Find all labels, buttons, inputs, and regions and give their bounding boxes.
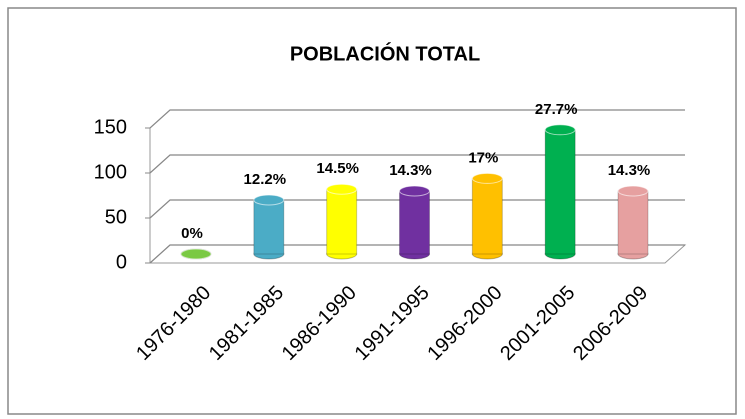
- data-label: 12.2%: [244, 171, 287, 188]
- bar: [253, 199, 285, 255]
- grid-line: [149, 199, 685, 219]
- chart-title: POBLACIÓN TOTAL: [290, 41, 480, 65]
- bar: [471, 177, 503, 255]
- grid-line: [149, 244, 685, 264]
- bar: [326, 188, 358, 255]
- bar-top: [617, 185, 649, 197]
- grid-line: [149, 109, 685, 129]
- bar-top: [544, 124, 576, 136]
- bar-top: [326, 183, 358, 195]
- y-tick-label: 100: [94, 161, 127, 183]
- data-label: 14.3%: [608, 162, 651, 179]
- data-label: 27.7%: [535, 101, 578, 118]
- data-label: 17%: [468, 149, 498, 166]
- chart-frame: [7, 7, 737, 415]
- bar-top: [399, 185, 430, 197]
- bar: [544, 129, 576, 255]
- bar: [399, 190, 430, 255]
- bar-top: [471, 172, 503, 184]
- y-tick-label: 150: [94, 116, 127, 138]
- y-tick-label: 0: [116, 251, 127, 273]
- data-label: 14.3%: [389, 162, 432, 179]
- data-label: 14.5%: [316, 160, 359, 177]
- bar-top: [180, 248, 212, 260]
- grid-line: [149, 154, 685, 174]
- bar-top: [253, 194, 285, 206]
- y-tick-label: 50: [105, 206, 127, 228]
- bar: [617, 190, 649, 255]
- data-label: 0%: [181, 225, 203, 242]
